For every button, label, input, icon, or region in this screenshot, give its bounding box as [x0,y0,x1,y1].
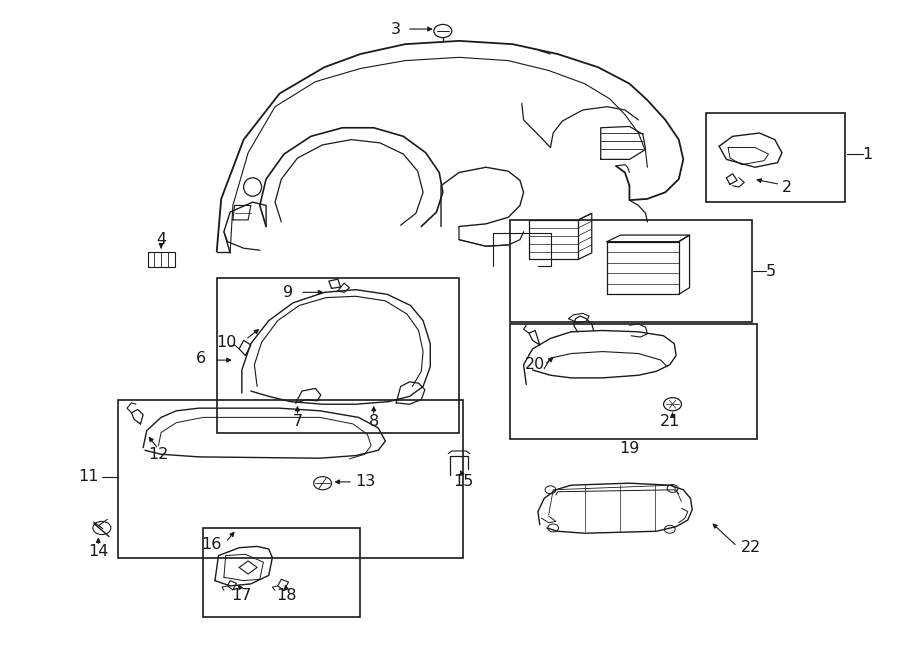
Bar [706,113,845,202]
Text: 14: 14 [88,543,109,559]
Text: 11: 11 [77,469,98,484]
Text: 21: 21 [660,414,680,429]
Bar [203,528,360,617]
Text: 18: 18 [276,588,297,603]
Text: 2: 2 [782,180,792,194]
Bar [148,253,175,266]
Text: 17: 17 [231,588,252,603]
Text: 22: 22 [741,540,760,555]
Bar [217,278,459,432]
Text: 13: 13 [355,475,375,489]
Text: 5: 5 [766,264,776,279]
Bar [510,324,757,439]
Text: 15: 15 [454,475,473,489]
Text: 19: 19 [619,442,640,457]
Text: 4: 4 [156,232,166,247]
Text: 7: 7 [292,414,302,429]
Bar [510,220,752,322]
Text: 9: 9 [283,285,293,300]
Bar [118,400,464,558]
Text: 16: 16 [201,537,221,552]
Text: 20: 20 [525,357,545,372]
Text: 3: 3 [391,22,401,36]
Text: 8: 8 [369,414,379,429]
Text: 12: 12 [148,447,168,462]
Text: 10: 10 [216,335,237,350]
Text: 1: 1 [863,147,873,161]
Text: 6: 6 [196,350,206,366]
